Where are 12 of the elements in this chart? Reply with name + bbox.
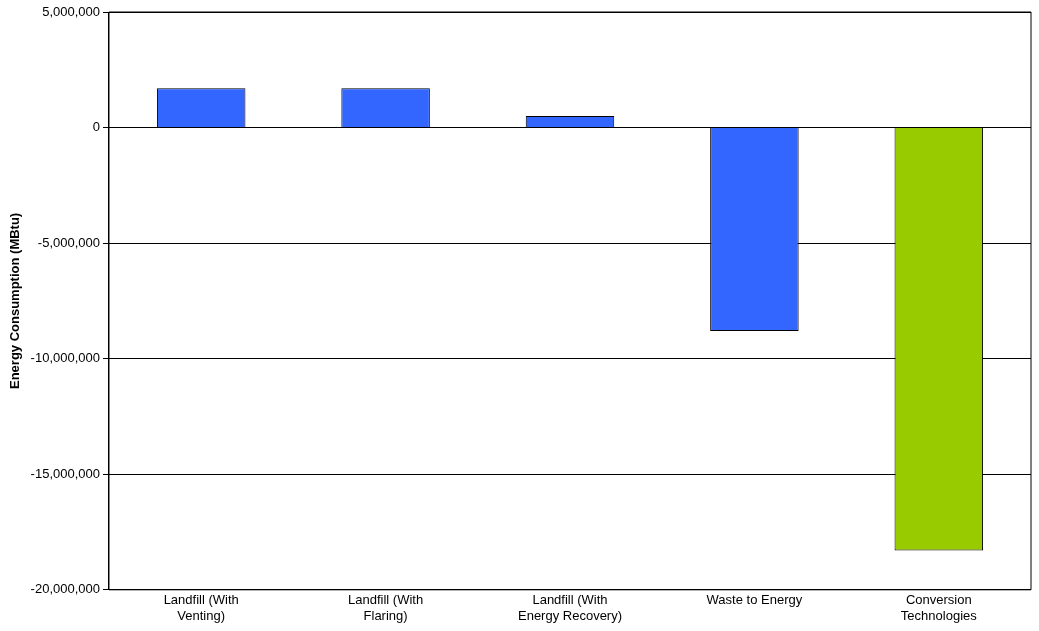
x-tick-label: Landfill (With Flaring): [348, 592, 424, 623]
x-tick-label: Landfill (With Venting): [163, 592, 239, 623]
y-tick-label: 0: [92, 119, 100, 135]
x-tick-label: Waste to Energy: [706, 592, 803, 608]
y-tick-label: -20,000,000: [30, 581, 100, 597]
y-tick-label: 5,000,000: [42, 3, 100, 19]
x-tick-label: Landfill (With Energy Recovery): [517, 592, 623, 623]
y-tick-label: -15,000,000: [30, 465, 100, 481]
y-tick-label: -10,000,000: [30, 350, 100, 366]
y-axis-title: Energy Consumption (MBtu): [7, 212, 23, 390]
y-tick-label: -5,000,000: [37, 234, 100, 250]
x-tick-label: Conversion Technologies: [900, 592, 978, 623]
